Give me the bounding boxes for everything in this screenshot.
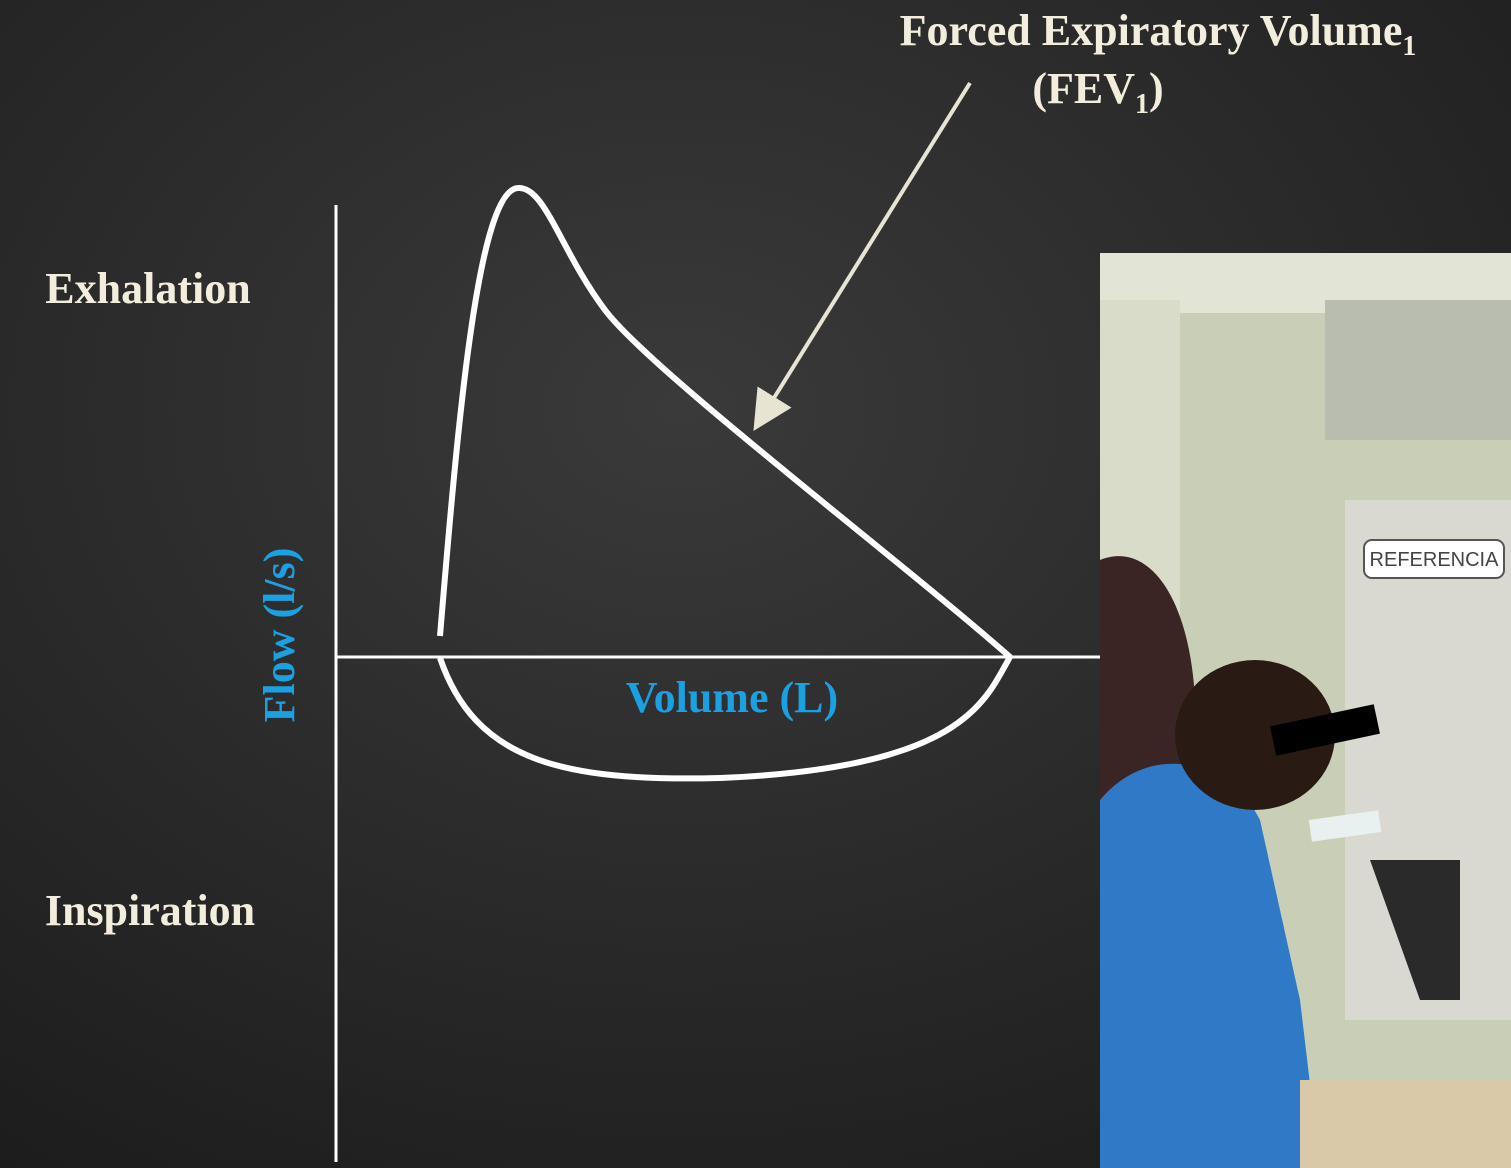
exhalation-label: Exhalation (45, 264, 250, 313)
abbr-text: (FEV (1032, 64, 1135, 113)
annotation-title: Forced Expiratory Volume1 (900, 6, 1417, 62)
photo-spirometer (1370, 860, 1460, 1000)
photo-sign (1363, 539, 1505, 579)
y-axis-label: Flow (l/s) (255, 548, 304, 723)
annotation-abbreviation: (FEV1) (1032, 64, 1163, 120)
photo: REFERENCIA (1100, 253, 1511, 1168)
inspiration-label: Inspiration (45, 886, 255, 935)
title-subscript: 1 (1402, 31, 1416, 62)
photo-vent (1325, 300, 1511, 440)
photo-censor-bar (1270, 704, 1380, 756)
abbr-close: ) (1149, 64, 1164, 113)
arrow (753, 81, 972, 431)
x-axis-label: Volume (L) (626, 673, 838, 722)
photo-mouthpiece (1308, 810, 1382, 842)
photo-boy-head (1175, 660, 1335, 810)
photo-sign-text: REFERENCIA (1370, 549, 1500, 571)
title-text: Forced Expiratory Volume (900, 6, 1403, 55)
photo-boy-shirt (1100, 763, 1320, 1168)
flow-volume-loop (437, 185, 1013, 782)
abbr-subscript: 1 (1135, 89, 1149, 120)
photo-desk (1300, 1080, 1511, 1168)
